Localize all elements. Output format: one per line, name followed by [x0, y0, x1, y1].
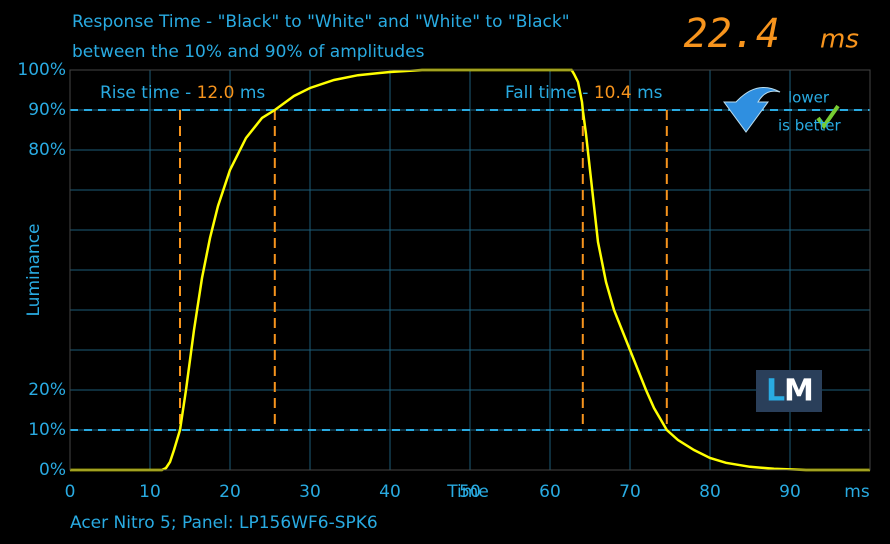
check-mark [816, 104, 840, 130]
plot [69, 68, 870, 472]
y-tick-label: 90% [28, 100, 66, 120]
badge-line1: lower [788, 89, 830, 107]
data-line [70, 68, 870, 472]
logo-box [756, 370, 822, 412]
x-axis-label: Time [446, 482, 489, 502]
rise-unit: ms [234, 83, 265, 103]
y-tick-label: 80% [28, 140, 66, 160]
x-tick-label: 70 [619, 482, 641, 502]
x-tick-label: 0 [65, 482, 76, 502]
chart-title: Response Time - "Black" to "White" and "… [72, 12, 570, 32]
fall-value: 10.4 [594, 83, 632, 103]
y-tick-label: 20% [28, 380, 66, 400]
x-tick-label: 80 [699, 482, 721, 502]
x-tick-label: 30 [299, 482, 321, 502]
chart-subtitle: between the 10% and 90% of amplitudes [72, 42, 425, 62]
x-tick-label: 20 [219, 482, 241, 502]
rise-label: Rise time - [100, 83, 197, 103]
result-value: 22.4 [684, 11, 780, 57]
fall-unit: ms [632, 83, 663, 103]
badge-line2: is better [778, 117, 841, 135]
footer: Acer Nitro 5; Panel: LP156WF6-SPK6 [70, 513, 378, 533]
svg-text:Fall time - 10.4 ms: Fall time - 10.4 ms [505, 83, 663, 103]
down-arrow [723, 87, 781, 133]
y-axis-label: Luminance [24, 223, 44, 316]
x-tick-label: 50 [459, 482, 481, 502]
x-tick-label: 60 [539, 482, 561, 502]
x-tick-label: 10 [139, 482, 161, 502]
logo-m: M [784, 374, 814, 409]
plot-frame [69, 69, 871, 471]
rise-value: 12.0 [197, 83, 235, 103]
x-unit: ms [844, 482, 870, 502]
logo-l: L [766, 374, 785, 409]
fall-label: Fall time - [505, 83, 594, 103]
y-tick-label: 100% [17, 60, 66, 80]
svg-text:Rise time - 12.0 ms: Rise time - 12.0 ms [100, 83, 265, 103]
badge: lower is better [723, 87, 841, 135]
y-tick-label: 10% [28, 420, 66, 440]
x-tick-label: 40 [379, 482, 401, 502]
result-unit: ms [820, 25, 859, 55]
logo: L M [756, 370, 822, 412]
x-tick-label: 90 [779, 482, 801, 502]
y-tick-label: 0% [39, 460, 66, 480]
